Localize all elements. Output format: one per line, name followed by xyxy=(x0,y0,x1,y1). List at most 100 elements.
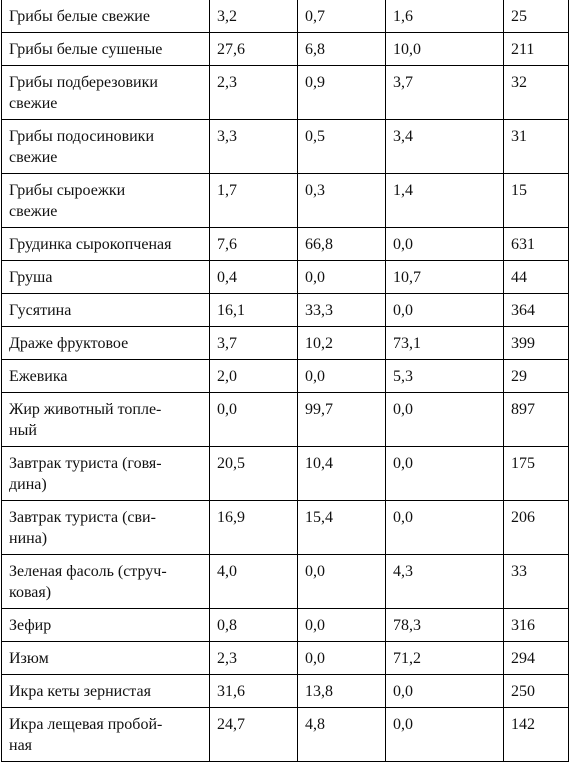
value-cell: 3,7 xyxy=(385,65,504,120)
table-row: Ежевика 2,0 0,0 5,3 29 xyxy=(1,359,569,393)
value-cell: 31 xyxy=(503,119,569,174)
product-name: Грибы белые сушеные xyxy=(1,32,210,66)
value-cell: 0,3 xyxy=(297,173,386,228)
product-name: Грибы белые свежие xyxy=(1,0,210,33)
product-name: Груша xyxy=(1,260,210,294)
table-row: Драже фруктовое 3,7 10,2 73,1 399 xyxy=(1,326,569,360)
product-name: Ежевика xyxy=(1,359,210,393)
value-cell: 20,5 xyxy=(209,446,298,501)
value-cell: 142 xyxy=(503,707,569,762)
value-cell: 3,2 xyxy=(209,0,298,33)
table-row: Завтрак туриста (говя- дина) 20,5 10,4 0,0 1… xyxy=(1,446,569,501)
value-cell: 0,0 xyxy=(385,707,504,762)
value-cell: 0,0 xyxy=(297,641,386,675)
product-name: Завтрак туриста (сви- нина) xyxy=(1,500,210,555)
value-cell: 15,4 xyxy=(297,500,386,555)
product-name: Грибы подосиновики свежие xyxy=(1,119,210,174)
table-row: Грибы подосиновики свежие 3,3 0,5 3,4 31 xyxy=(1,119,569,174)
table-row: Зеленая фасоль (струч- ковая) 4,0 0,0 4,3 33 xyxy=(1,554,569,609)
value-cell: 4,8 xyxy=(297,707,386,762)
value-cell: 0,0 xyxy=(297,554,386,609)
value-cell: 0,9 xyxy=(297,65,386,120)
value-cell: 71,2 xyxy=(385,641,504,675)
product-name: Икра лещевая пробой- ная xyxy=(1,707,210,762)
value-cell: 0,0 xyxy=(385,446,504,501)
value-cell: 3,4 xyxy=(385,119,504,174)
value-cell: 73,1 xyxy=(385,326,504,360)
value-cell: 3,3 xyxy=(209,119,298,174)
value-cell: 15 xyxy=(503,173,569,228)
table-row: Жир животный топле- ный 0,0 99,7 0,0 897 xyxy=(1,392,569,447)
value-cell: 206 xyxy=(503,500,569,555)
table-row: Гусятина 16,1 33,3 0,0 364 xyxy=(1,293,569,327)
value-cell: 29 xyxy=(503,359,569,393)
value-cell: 24,7 xyxy=(209,707,298,762)
product-name: Гусятина xyxy=(1,293,210,327)
value-cell: 7,6 xyxy=(209,227,298,261)
value-cell: 6,8 xyxy=(297,32,386,66)
table-row: Грибы белые свежие 3,2 0,7 1,6 25 xyxy=(1,0,569,33)
value-cell: 66,8 xyxy=(297,227,386,261)
value-cell: 0,0 xyxy=(297,608,386,642)
table-row: Грибы белые сушеные 27,6 6,8 10,0 211 xyxy=(1,32,569,66)
value-cell: 99,7 xyxy=(297,392,386,447)
value-cell: 44 xyxy=(503,260,569,294)
value-cell: 33 xyxy=(503,554,569,609)
product-name: Зеленая фасоль (струч- ковая) xyxy=(1,554,210,609)
product-name: Изюм xyxy=(1,641,210,675)
value-cell: 0,0 xyxy=(385,674,504,708)
value-cell: 33,3 xyxy=(297,293,386,327)
value-cell: 31,6 xyxy=(209,674,298,708)
value-cell: 1,7 xyxy=(209,173,298,228)
value-cell: 78,3 xyxy=(385,608,504,642)
value-cell: 0,0 xyxy=(297,260,386,294)
value-cell: 10,2 xyxy=(297,326,386,360)
value-cell: 175 xyxy=(503,446,569,501)
nutrition-table: Грибы белые свежие 3,2 0,7 1,6 25 Грибы белые… xyxy=(1,0,569,762)
table-body: Грибы белые свежие 3,2 0,7 1,6 25 Грибы белые… xyxy=(1,0,569,762)
value-cell: 27,6 xyxy=(209,32,298,66)
value-cell: 897 xyxy=(503,392,569,447)
value-cell: 0,0 xyxy=(297,359,386,393)
value-cell: 3,7 xyxy=(209,326,298,360)
table-row: Груша 0,4 0,0 10,7 44 xyxy=(1,260,569,294)
table-row: Изюм 2,3 0,0 71,2 294 xyxy=(1,641,569,675)
value-cell: 2,0 xyxy=(209,359,298,393)
product-name: Завтрак туриста (говя- дина) xyxy=(1,446,210,501)
value-cell: 0,8 xyxy=(209,608,298,642)
value-cell: 0,0 xyxy=(385,227,504,261)
product-name: Грудинка сырокопченая xyxy=(1,227,210,261)
value-cell: 25 xyxy=(503,0,569,33)
table-row: Икра кеты зернистая 31,6 13,8 0,0 250 xyxy=(1,674,569,708)
table-row: Икра лещевая пробой- ная 24,7 4,8 0,0 142 xyxy=(1,707,569,762)
value-cell: 4,0 xyxy=(209,554,298,609)
value-cell: 0,4 xyxy=(209,260,298,294)
value-cell: 0,5 xyxy=(297,119,386,174)
value-cell: 32 xyxy=(503,65,569,120)
value-cell: 4,3 xyxy=(385,554,504,609)
table-row: Грудинка сырокопченая 7,6 66,8 0,0 631 xyxy=(1,227,569,261)
value-cell: 16,9 xyxy=(209,500,298,555)
value-cell: 5,3 xyxy=(385,359,504,393)
value-cell: 2,3 xyxy=(209,641,298,675)
value-cell: 10,0 xyxy=(385,32,504,66)
value-cell: 0,0 xyxy=(385,392,504,447)
value-cell: 0,0 xyxy=(209,392,298,447)
value-cell: 364 xyxy=(503,293,569,327)
value-cell: 2,3 xyxy=(209,65,298,120)
value-cell: 0,0 xyxy=(385,500,504,555)
product-name: Икра кеты зернистая xyxy=(1,674,210,708)
value-cell: 0,7 xyxy=(297,0,386,33)
table-row: Грибы сыроежки свежие 1,7 0,3 1,4 15 xyxy=(1,173,569,228)
product-name: Зефир xyxy=(1,608,210,642)
value-cell: 1,6 xyxy=(385,0,504,33)
value-cell: 0,0 xyxy=(385,293,504,327)
value-cell: 399 xyxy=(503,326,569,360)
value-cell: 10,4 xyxy=(297,446,386,501)
product-name: Жир животный топле- ный xyxy=(1,392,210,447)
product-name: Драже фруктовое xyxy=(1,326,210,360)
value-cell: 10,7 xyxy=(385,260,504,294)
value-cell: 16,1 xyxy=(209,293,298,327)
value-cell: 250 xyxy=(503,674,569,708)
